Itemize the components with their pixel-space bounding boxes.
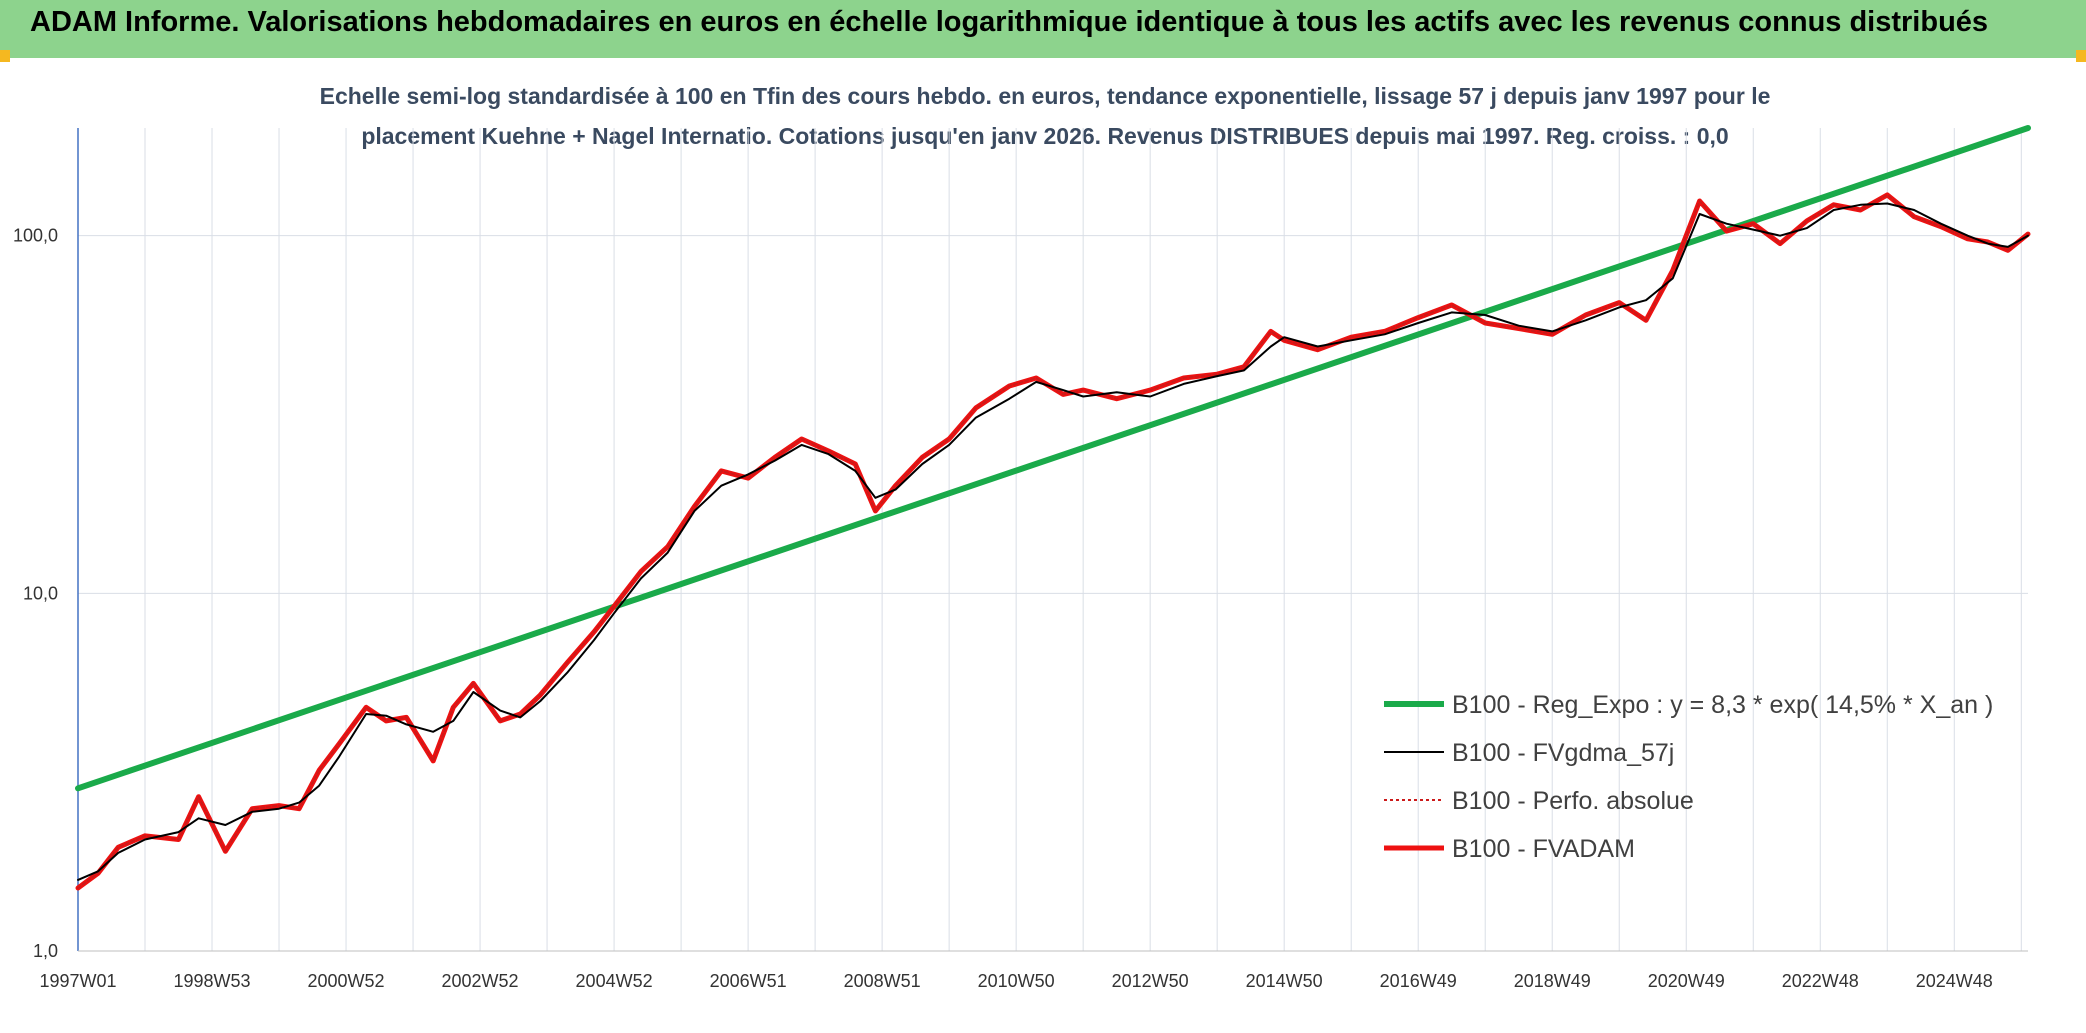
x-tick-label-10: 2016W49	[1380, 971, 1457, 991]
series-line-0	[75, 125, 2031, 792]
x-tick-label-0: 1997W01	[39, 971, 116, 991]
x-tick-label-11: 2018W49	[1514, 971, 1591, 991]
series-layer	[75, 125, 2031, 891]
chart: Echelle semi-log standardisée à 100 en T…	[0, 62, 2086, 1033]
y-tick-label-0: 1,0	[33, 941, 58, 961]
y-tick-label-1: 10,0	[23, 583, 58, 603]
chart-subtitle-line-1: Echelle semi-log standardisée à 100 en T…	[320, 83, 1771, 109]
x-tick-label-12: 2020W49	[1648, 971, 1725, 991]
chart-background	[0, 62, 2086, 1033]
legend-label-3: B100 - FVADAM	[1452, 835, 1635, 863]
series-line-1	[77, 202, 2029, 881]
x-tick-label-3: 2002W52	[442, 971, 519, 991]
x-tick-label-8: 2012W50	[1112, 971, 1189, 991]
x-tick-label-5: 2006W51	[710, 971, 787, 991]
x-tick-label-2: 2000W52	[308, 971, 385, 991]
x-tick-label-1: 1998W53	[173, 971, 250, 991]
gridlines	[77, 128, 2028, 952]
corner-mark-left	[0, 50, 10, 64]
y-tick-label-2: 100,0	[13, 226, 58, 246]
x-tick-label-9: 2014W50	[1246, 971, 1323, 991]
chart-subtitle-line-2: placement Kuehne + Nagel Internatio. Cot…	[361, 123, 1728, 149]
x-tick-label-14: 2024W48	[1916, 971, 1993, 991]
axes: 1997W01 1998W53 2000W52 2002W52 2004W52 2006W…	[13, 128, 2028, 991]
legend-label-0: B100 - Reg_Expo : y = 8,3 * exp( 14,5% *…	[1452, 691, 1993, 719]
corner-mark-right	[2076, 50, 2086, 64]
x-tick-label-13: 2022W48	[1782, 971, 1859, 991]
legend: B100 - Reg_Expo : y = 8,3 * exp( 14,5% *…	[1384, 691, 1993, 863]
legend-label-2: B100 - Perfo. absolue	[1452, 787, 1694, 815]
legend-label-1: B100 - FVgdma_57j	[1452, 739, 1674, 767]
x-tick-label-7: 2010W50	[978, 971, 1055, 991]
x-tick-label-4: 2004W52	[576, 971, 653, 991]
x-tick-label-6: 2008W51	[844, 971, 921, 991]
report-title: ADAM Informe. Valorisations hebdomadaire…	[0, 0, 2086, 58]
